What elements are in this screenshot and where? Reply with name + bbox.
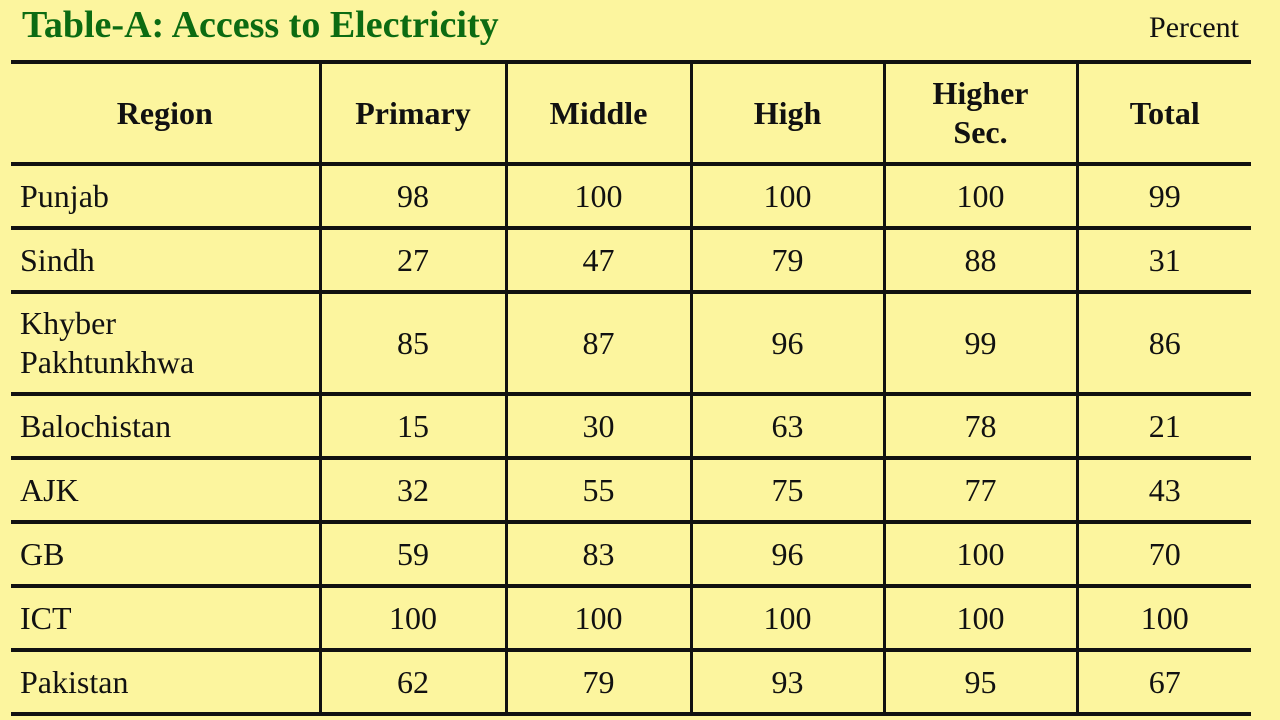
table-row: Sindh 27 47 79 88 31 (11, 226, 1251, 294)
cell-primary: 62 (318, 648, 508, 716)
header-region: Region (11, 60, 322, 166)
electricity-access-table: Region Primary Middle High Higher Sec. T… (11, 60, 1251, 716)
table-row: Balochistan 15 30 63 78 21 (11, 392, 1251, 460)
cell-total: 67 (1075, 648, 1251, 716)
header-high: High (689, 60, 886, 166)
cell-middle: 47 (504, 226, 693, 294)
cell-region: Pakistan (11, 648, 322, 716)
unit-label: Percent (1149, 11, 1239, 44)
cell-region-line2: Pakhtunkhwa (20, 344, 195, 380)
table-row: Punjab 98 100 100 100 99 (11, 162, 1251, 230)
cell-high: 79 (689, 226, 886, 294)
cell-region: AJK (11, 456, 322, 524)
cell-middle: 100 (504, 584, 693, 652)
cell-region: Punjab (11, 162, 322, 230)
cell-primary: 15 (318, 392, 508, 460)
table-row: Pakistan 62 79 93 95 67 (11, 648, 1251, 716)
cell-high: 96 (689, 520, 886, 588)
table-row: Khyber Pakhtunkhwa 85 87 96 99 86 (11, 290, 1251, 396)
cell-total: 31 (1075, 226, 1251, 294)
header-higher-sec-line2: Sec. (953, 114, 1008, 150)
cell-total: 43 (1075, 456, 1251, 524)
cell-middle: 83 (504, 520, 693, 588)
cell-higher-sec: 77 (882, 456, 1079, 524)
cell-high: 100 (689, 162, 886, 230)
cell-region-line1: Khyber (20, 305, 116, 341)
cell-higher-sec: 95 (882, 648, 1079, 716)
cell-region: Sindh (11, 226, 322, 294)
cell-middle: 55 (504, 456, 693, 524)
cell-middle: 30 (504, 392, 693, 460)
cell-region: GB (11, 520, 322, 588)
table-row: ICT 100 100 100 100 100 (11, 584, 1251, 652)
cell-high: 100 (689, 584, 886, 652)
cell-higher-sec: 78 (882, 392, 1079, 460)
cell-primary: 32 (318, 456, 508, 524)
header-middle: Middle (504, 60, 693, 166)
table-row: AJK 32 55 75 77 43 (11, 456, 1251, 524)
header-higher-sec: Higher Sec. (882, 60, 1079, 166)
cell-higher-sec: 100 (882, 520, 1079, 588)
cell-primary: 98 (318, 162, 508, 230)
cell-region: Khyber Pakhtunkhwa (11, 290, 322, 396)
cell-total: 70 (1075, 520, 1251, 588)
cell-region: ICT (11, 584, 322, 652)
cell-total: 100 (1075, 584, 1251, 652)
cell-high: 75 (689, 456, 886, 524)
table-title: Table-A: Access to Electricity (22, 4, 499, 46)
cell-higher-sec: 100 (882, 584, 1079, 652)
cell-middle: 79 (504, 648, 693, 716)
header-total: Total (1075, 60, 1251, 166)
cell-primary: 100 (318, 584, 508, 652)
table-row: GB 59 83 96 100 70 (11, 520, 1251, 588)
cell-higher-sec: 88 (882, 226, 1079, 294)
cell-middle: 100 (504, 162, 693, 230)
cell-higher-sec: 100 (882, 162, 1079, 230)
header-higher-sec-line1: Higher (932, 75, 1029, 111)
cell-middle: 87 (504, 290, 693, 396)
cell-primary: 59 (318, 520, 508, 588)
cell-primary: 27 (318, 226, 508, 294)
cell-high: 96 (689, 290, 886, 396)
cell-high: 63 (689, 392, 886, 460)
cell-primary: 85 (318, 290, 508, 396)
cell-total: 86 (1075, 290, 1251, 396)
cell-total: 21 (1075, 392, 1251, 460)
cell-total: 99 (1075, 162, 1251, 230)
header-primary: Primary (318, 60, 508, 166)
cell-region: Balochistan (11, 392, 322, 460)
header-row: Region Primary Middle High Higher Sec. T… (11, 60, 1251, 166)
cell-high: 93 (689, 648, 886, 716)
cell-higher-sec: 99 (882, 290, 1079, 396)
table-container: Region Primary Middle High Higher Sec. T… (11, 60, 1251, 716)
